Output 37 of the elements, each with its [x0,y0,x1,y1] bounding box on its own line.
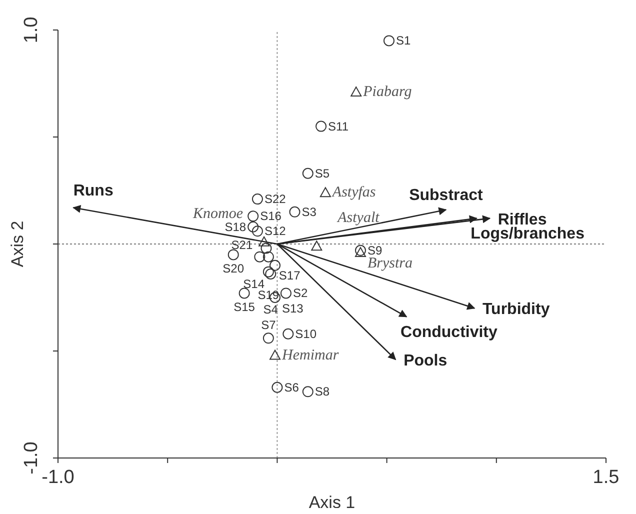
annotation: S3 [302,204,317,219]
series-label: Substract [409,186,484,204]
annotation: S7 [261,318,276,332]
annotation: S15 [234,300,256,314]
series-label: Runs [73,182,114,200]
series-label: Logs/branches [470,225,585,242]
annotation: S16 [260,209,282,224]
annotation: S1 [396,34,411,48]
annotation: S17 [278,268,301,282]
annotation: S13 [282,302,304,316]
annotation: S5 [314,166,330,180]
annotation: S9 [367,243,382,258]
annotation: S8 [314,384,330,399]
annotation: Knomoe [192,206,244,222]
series-label: Conductivity [400,324,498,341]
annotation: S18 [224,220,246,234]
series-label: Turbidity [482,301,550,318]
annotation: Piabarg [362,84,412,100]
annotation: Hemimar [281,347,339,364]
annotation: S4 [263,302,278,317]
annotation: S20 [222,262,244,276]
annotation: S2 [292,286,308,300]
annotation: S10 [295,326,317,341]
annotation: S11 [328,119,349,134]
x-axis-title: Axis 1 [308,493,356,512]
annotation: Astyalt [336,210,380,226]
annotation: Astyfas [331,184,376,201]
annotation: Brystra [367,256,412,272]
y-axis-title: Axis 2 [8,220,28,268]
annotation: S14 [243,276,265,291]
annotation: S21 [231,238,253,252]
annotation: S12 [264,224,286,238]
x-tick-label: 1.5 [592,467,620,488]
annotation: S22 [264,192,286,206]
series-label: Pools [404,352,448,370]
annotation: S6 [284,380,300,394]
y-tick-label: 1.0 [21,16,42,44]
